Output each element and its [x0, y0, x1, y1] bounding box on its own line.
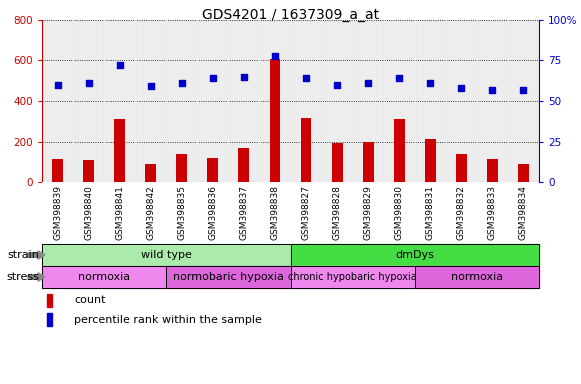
Text: chronic hypobaric hypoxia: chronic hypobaric hypoxia	[288, 272, 417, 282]
Text: GSM398840: GSM398840	[84, 185, 93, 240]
Bar	[166, 20, 198, 182]
Bar	[42, 20, 73, 182]
Bar	[487, 159, 498, 182]
Bar	[383, 20, 415, 182]
Bar	[425, 139, 436, 182]
Bar	[52, 159, 63, 182]
Bar	[508, 20, 539, 182]
Bar	[290, 266, 415, 288]
Text: GSM398828: GSM398828	[332, 185, 342, 240]
Bar	[321, 20, 353, 182]
Point	[115, 62, 124, 68]
Text: normobaric hypoxia: normobaric hypoxia	[173, 272, 284, 282]
Text: dmDys: dmDys	[395, 250, 434, 260]
Bar	[260, 20, 290, 182]
Point	[426, 80, 435, 86]
Point	[177, 80, 187, 86]
Bar	[42, 266, 166, 288]
Text: GSM398831: GSM398831	[426, 185, 435, 240]
Text: GSM398827: GSM398827	[302, 185, 310, 240]
Bar	[290, 20, 321, 182]
Point	[519, 86, 528, 93]
Text: GSM398829: GSM398829	[364, 185, 372, 240]
Bar	[415, 266, 539, 288]
Bar	[47, 294, 52, 307]
Text: normoxia: normoxia	[451, 272, 503, 282]
Point	[394, 75, 404, 81]
Point	[332, 82, 342, 88]
Bar	[166, 266, 290, 288]
Bar	[290, 244, 539, 266]
Point	[457, 85, 466, 91]
Bar	[135, 20, 166, 182]
Bar	[42, 244, 290, 266]
Bar	[42, 266, 166, 288]
Point	[488, 86, 497, 93]
Text: GSM398839: GSM398839	[53, 185, 62, 240]
Bar	[363, 141, 374, 182]
Text: percentile rank within the sample: percentile rank within the sample	[74, 314, 262, 324]
Bar	[415, 266, 539, 288]
Bar	[415, 20, 446, 182]
Bar	[270, 60, 281, 182]
Text: wild type: wild type	[141, 250, 192, 260]
Text: count: count	[74, 295, 106, 305]
Bar	[353, 20, 383, 182]
Bar	[166, 266, 290, 288]
Bar	[83, 160, 94, 182]
Bar	[145, 164, 156, 182]
Point	[270, 53, 279, 59]
Text: GSM398837: GSM398837	[239, 185, 249, 240]
Text: GSM398832: GSM398832	[457, 185, 466, 240]
Point	[84, 80, 93, 86]
Text: GDS4201 / 1637309_a_at: GDS4201 / 1637309_a_at	[202, 8, 379, 22]
Bar	[228, 20, 260, 182]
Text: GSM398833: GSM398833	[488, 185, 497, 240]
Text: GSM398830: GSM398830	[394, 185, 404, 240]
Bar	[394, 119, 404, 182]
Text: GSM398836: GSM398836	[209, 185, 217, 240]
Bar	[114, 119, 125, 182]
Point	[239, 74, 249, 80]
Bar	[47, 313, 52, 326]
Bar	[290, 244, 539, 266]
Bar	[446, 20, 477, 182]
Bar	[477, 20, 508, 182]
Bar	[456, 154, 467, 182]
Text: normoxia: normoxia	[78, 272, 130, 282]
Bar	[290, 266, 415, 288]
Text: GSM398842: GSM398842	[146, 185, 155, 240]
Text: GSM398835: GSM398835	[177, 185, 187, 240]
Bar	[73, 20, 104, 182]
Bar	[42, 244, 290, 266]
Bar	[198, 20, 228, 182]
Point	[53, 82, 62, 88]
Text: GSM398838: GSM398838	[271, 185, 279, 240]
Point	[208, 75, 217, 81]
Text: stress: stress	[6, 272, 39, 282]
Text: GSM398841: GSM398841	[115, 185, 124, 240]
Point	[146, 83, 155, 89]
Point	[364, 80, 373, 86]
Bar	[177, 154, 187, 182]
Bar	[207, 158, 218, 182]
Text: strain: strain	[7, 250, 39, 260]
Bar	[332, 142, 343, 182]
Bar	[104, 20, 135, 182]
Text: GSM398834: GSM398834	[519, 185, 528, 240]
Bar	[238, 147, 249, 182]
Bar	[518, 164, 529, 182]
Bar	[300, 118, 311, 182]
Point	[302, 75, 311, 81]
